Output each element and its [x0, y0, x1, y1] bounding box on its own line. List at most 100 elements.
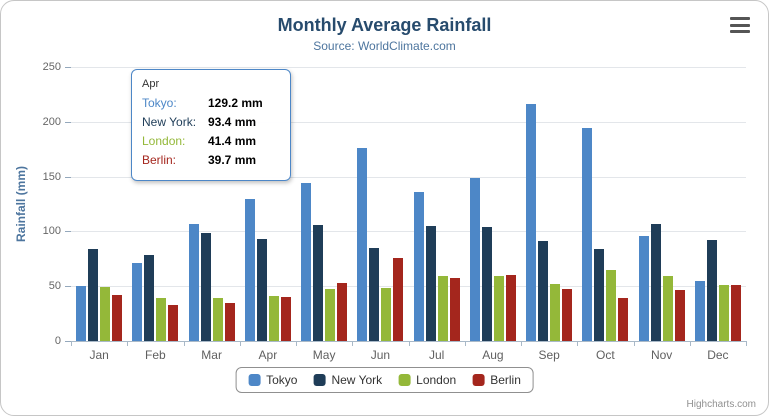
column-london-nov[interactable] — [662, 276, 673, 341]
column-tokyo-dec[interactable] — [694, 281, 705, 341]
column-berlin-apr[interactable] — [280, 297, 291, 341]
tooltip-series-name: Berlin: — [142, 153, 177, 167]
tooltip-series-name: London: — [142, 134, 186, 148]
column-london-oct[interactable] — [606, 269, 617, 341]
legend-label: Berlin — [490, 373, 521, 387]
column-tokyo-jul[interactable] — [413, 192, 424, 341]
x-axis-tick — [577, 341, 579, 346]
column-berlin-sep[interactable] — [562, 288, 573, 341]
x-axis-tick — [352, 341, 354, 346]
column-new-york-may[interactable] — [313, 224, 324, 341]
column-tokyo-may[interactable] — [301, 183, 312, 341]
tooltip-row: New York: 93.4 mm — [142, 115, 280, 130]
column-new-york-dec[interactable] — [706, 239, 717, 341]
column-new-york-jun[interactable] — [369, 248, 380, 341]
legend-item-london[interactable]: London — [398, 373, 456, 387]
x-axis-label: Dec — [707, 348, 729, 362]
x-axis-tick — [127, 341, 129, 346]
x-axis-label: Sep — [538, 348, 560, 362]
column-new-york-mar[interactable] — [200, 233, 211, 341]
legend-label: New York — [331, 373, 383, 387]
column-tokyo-jun[interactable] — [357, 148, 368, 341]
column-tokyo-jan[interactable] — [76, 286, 87, 341]
legend-item-tokyo[interactable]: Tokyo — [248, 373, 297, 387]
x-axis-label: Feb — [145, 348, 166, 362]
column-tokyo-aug[interactable] — [469, 178, 480, 341]
y-axis-tick — [65, 67, 71, 68]
gridline — [71, 121, 746, 123]
column-london-may[interactable] — [325, 289, 336, 341]
gridline — [71, 176, 746, 178]
column-new-york-oct[interactable] — [594, 249, 605, 341]
column-berlin-dec[interactable] — [730, 284, 741, 341]
column-tokyo-feb[interactable] — [132, 262, 143, 341]
y-axis-label: 250 — [42, 61, 61, 73]
column-new-york-aug[interactable] — [481, 226, 492, 341]
column-berlin-oct[interactable] — [618, 298, 629, 341]
column-new-york-jul[interactable] — [425, 225, 436, 341]
tooltip-series-name: Tokyo: — [142, 96, 177, 110]
x-axis-label: Apr — [258, 348, 278, 362]
column-new-york-sep[interactable] — [538, 241, 549, 341]
column-tokyo-oct[interactable] — [582, 128, 593, 341]
x-axis-tick — [689, 341, 691, 346]
x-axis-tick — [408, 341, 410, 346]
legend-item-berlin[interactable]: Berlin — [472, 373, 521, 387]
tooltip-series-value: 39.7 mm — [208, 153, 257, 167]
column-new-york-jan[interactable] — [88, 249, 99, 341]
tooltip-header: Apr — [142, 78, 160, 90]
x-axis-label: Jan — [89, 348, 109, 362]
x-axis-label: Nov — [650, 348, 673, 362]
legend-item-new-york[interactable]: New York — [313, 373, 382, 387]
column-new-york-feb[interactable] — [144, 254, 155, 341]
column-berlin-nov[interactable] — [674, 289, 685, 341]
column-london-apr[interactable] — [268, 295, 279, 341]
column-berlin-mar[interactable] — [224, 303, 235, 341]
column-tokyo-apr[interactable] — [244, 199, 255, 341]
column-berlin-jul[interactable] — [449, 278, 460, 341]
chart-title: Monthly Average Rainfall — [277, 15, 492, 35]
tooltip-series-value: 41.4 mm — [208, 134, 257, 148]
column-london-jun[interactable] — [381, 288, 392, 341]
column-london-feb[interactable] — [156, 298, 167, 341]
hamburger-menu-icon — [730, 17, 750, 20]
y-axis-label: 100 — [42, 225, 61, 238]
legend-symbol — [398, 374, 411, 386]
column-london-jul[interactable] — [437, 276, 448, 341]
hamburger-menu-icon — [730, 23, 750, 27]
column-tokyo-sep[interactable] — [526, 103, 537, 341]
export-menu-button[interactable] — [730, 17, 750, 33]
column-berlin-jan[interactable] — [112, 294, 123, 341]
column-london-jan[interactable] — [100, 287, 111, 341]
column-new-york-nov[interactable] — [650, 224, 661, 341]
column-berlin-feb[interactable] — [168, 304, 179, 341]
column-tokyo-nov[interactable] — [638, 236, 649, 341]
column-london-mar[interactable] — [212, 297, 223, 341]
column-london-sep[interactable] — [550, 283, 561, 341]
column-berlin-jun[interactable] — [393, 258, 404, 341]
legend: Tokyo New York London Berlin — [235, 367, 534, 393]
hamburger-menu-icon — [730, 30, 750, 33]
x-axis-label: May — [312, 348, 336, 362]
tooltip-row: Berlin: 39.7 mm — [142, 153, 280, 168]
legend-label: Tokyo — [266, 373, 298, 387]
x-axis-tick — [296, 341, 297, 346]
tooltip-series-name: New York: — [142, 115, 197, 129]
tooltip-series-value: 93.4 mm — [208, 115, 257, 129]
legend-symbol — [472, 374, 485, 386]
y-axis-tick — [65, 341, 71, 342]
column-berlin-aug[interactable] — [505, 274, 516, 341]
legend-symbol — [313, 374, 326, 386]
chart-subtitle: Source: WorldClimate.com — [313, 39, 456, 53]
column-london-aug[interactable] — [493, 275, 504, 341]
x-axis-label: Jul — [428, 348, 445, 362]
column-tokyo-mar[interactable] — [188, 224, 199, 341]
column-berlin-may[interactable] — [337, 283, 348, 341]
credits-link[interactable]: Highcharts.com — [686, 399, 756, 410]
y-axis-tick — [65, 176, 71, 178]
column-london-dec[interactable] — [718, 284, 729, 341]
y-axis-label: 200 — [42, 115, 61, 128]
y-axis-tick — [65, 286, 71, 288]
column-new-york-apr[interactable] — [256, 238, 267, 341]
